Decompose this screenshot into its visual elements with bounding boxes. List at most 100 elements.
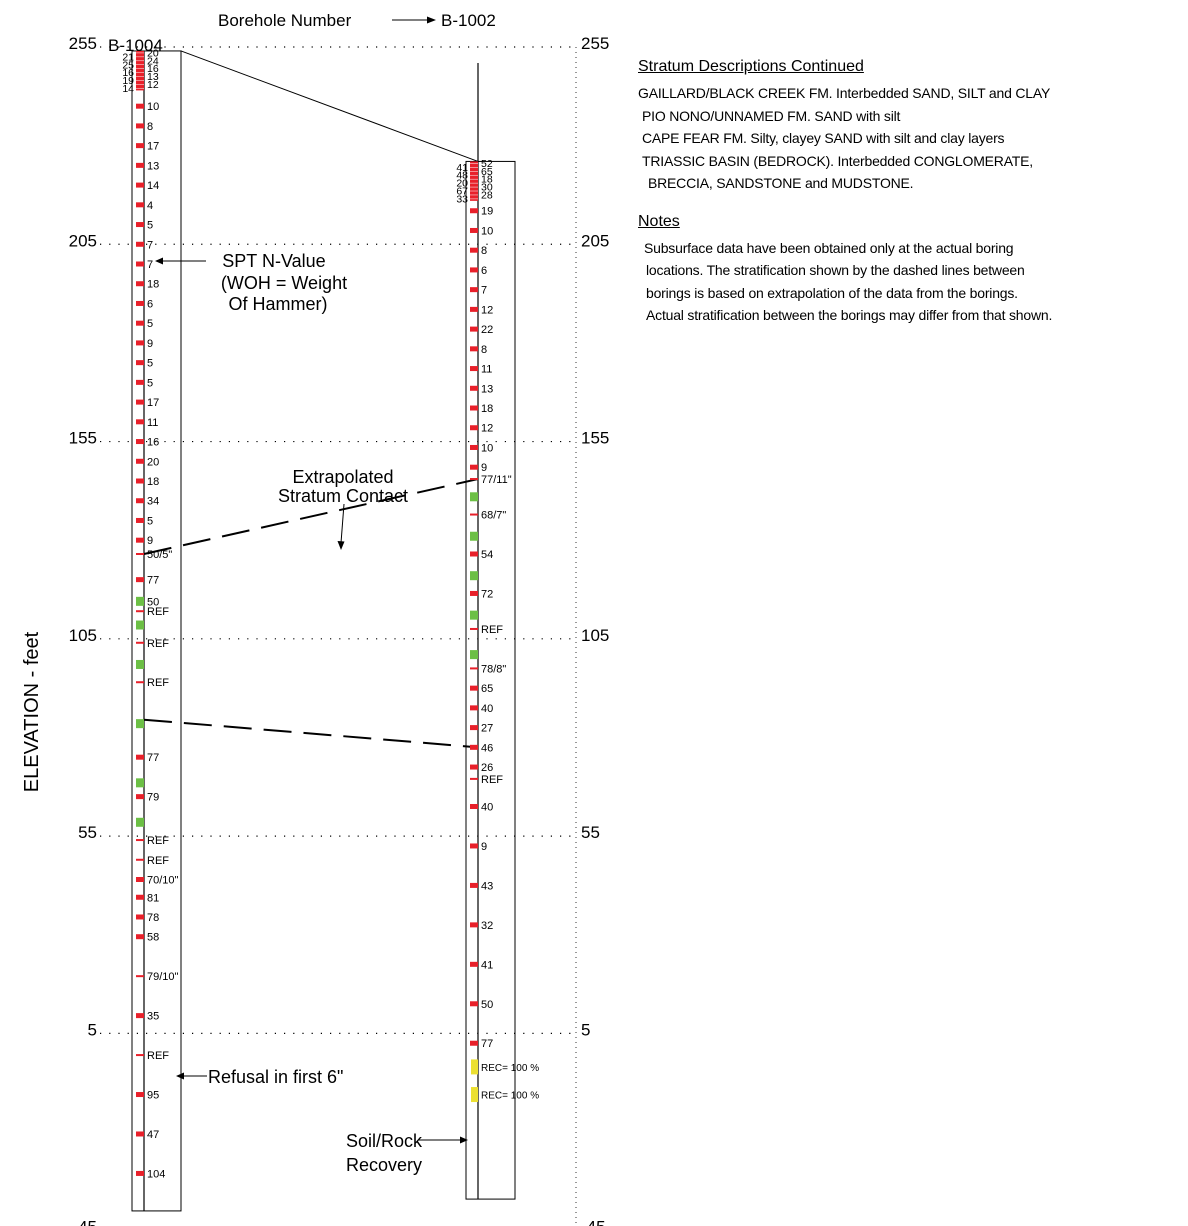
spt-value-label: 40 [481,703,493,715]
spt-sample-marker [470,744,478,750]
spt-sample-marker [136,478,144,484]
spt-callout-line-2: (WOH = Weight [221,273,347,293]
spt-sample-marker [136,222,144,228]
spt-value-label: REF [147,855,169,867]
spt-value-label: 41 [456,162,468,174]
spt-value-label: 4 [147,200,153,212]
spt-value-label: 28 [481,189,493,201]
notes-line: borings is based on extrapolation of the… [646,284,1018,301]
spt-sample-marker [470,227,478,233]
extrapolated-callout-line-2: Stratum Contact [278,486,408,506]
spt-sample-marker [470,346,478,352]
spt-sample-marker [136,934,144,940]
spt-value-label: 18 [147,279,159,291]
rock-core-marker [470,531,478,541]
spt-value-label: 8 [147,121,153,133]
spt-sample-marker [136,458,144,464]
refusal-callout-text: Refusal in first 6" [208,1067,343,1087]
spt-value-label: REF [147,638,169,650]
spt-value-label: 50/5" [147,549,172,561]
spt-sample-marker [470,922,478,928]
notes-heading: Notes [638,212,680,230]
spt-value-label: 12 [481,423,493,435]
spt-value-label: 17 [147,141,159,153]
spt-value-label: 17 [147,397,159,409]
recovery-callout-line-1: Soil/Rock [346,1131,423,1151]
spt-sample-marker [470,464,478,470]
spt-sample-marker [470,843,478,849]
spt-sample-marker [136,498,144,504]
spt-sample-marker [136,379,144,385]
spt-sample-marker [470,326,478,332]
spt-sample-marker [470,1001,478,1007]
spt-sample-marker [136,143,144,149]
rock-core-marker [470,571,478,581]
spt-value-label: 13 [147,160,159,172]
spt-value-label: 16 [147,63,159,75]
recovery-callout-arrowhead [460,1136,468,1144]
spt-value-label: 78 [147,912,159,924]
notes-line: locations. The stratification shown by t… [646,262,1025,278]
borehole-number-arrowhead [427,16,436,24]
spt-value-label: 13 [481,383,493,395]
spt-value-label: 104 [147,1168,165,1180]
spt-value-label: 65 [481,166,493,178]
rock-core-marker [470,650,478,660]
borehole-box [131,50,182,1212]
spt-value-label: 78/8" [481,663,506,675]
rock-core-marker [470,492,478,502]
spt-value-label: REF [147,606,169,618]
spt-sample-marker [136,1170,144,1176]
spt-sample-marker [136,340,144,346]
elevation-tick-right: -45 [581,1218,606,1226]
spt-value-label: 50 [147,596,159,608]
extrapolated-callout-line-1: Extrapolated [292,467,393,487]
spt-sample-marker [136,517,144,523]
spt-sample-marker [470,208,478,214]
spt-sample-marker [470,385,478,391]
spt-callout-line-1: SPT N-Value [222,251,325,271]
spt-value-label: 11 [147,417,158,429]
partial-spt-marker [136,975,144,978]
spt-sample-marker [470,306,478,312]
rock-core-marker [136,778,144,788]
spt-sample-marker [136,103,144,109]
spt-sample-marker [136,419,144,425]
elevation-tick-right: 105 [581,626,609,645]
spt-sample-marker [470,685,478,691]
spt-value-label: 26 [481,762,493,774]
spt-value-label: 12 [147,79,159,91]
spt-callout-line-3: Of Hammer) [229,294,328,314]
spt-value-label: REF [481,624,503,636]
legend-panel: Stratum Descriptions Continued GAILLARD/… [636,58,1184,327]
spt-value-label: 30 [481,182,493,194]
spt-value-label: 20 [147,456,159,468]
spt-value-label: 65 [481,683,493,695]
elevation-tick-left: 55 [78,823,97,842]
spt-sample-marker [470,961,478,967]
recovery-marker [471,1087,478,1103]
spt-value-label: 12 [481,304,493,316]
spt-sample-marker [136,261,144,267]
spt-sample-marker [470,247,478,253]
spt-value-label: 18 [147,476,159,488]
spt-sample-marker [136,202,144,208]
spt-value-label: 77 [147,752,159,764]
borehole-number-value: B-1002 [441,11,496,30]
spt-value-label: 10 [481,225,493,237]
spt-value-label: 18 [481,403,493,415]
elevation-tick-right: 255 [581,34,609,53]
stratum-description-line: TRIASSIC BASIN (BEDROCK). Interbedded CO… [642,152,1033,169]
spt-value-label: 7 [481,285,487,297]
spt-value-label: REF [147,835,169,847]
spt-value-label: 7 [147,239,153,251]
spt-value-label: 18 [481,174,493,186]
spt-value-label: 9 [481,462,487,474]
recovery-value-label: REC= 100 % [481,1063,539,1074]
spt-sample-marker [136,1131,144,1137]
recovery-value-label: REC= 100 % [481,1091,539,1102]
spt-sample-marker [470,590,478,596]
